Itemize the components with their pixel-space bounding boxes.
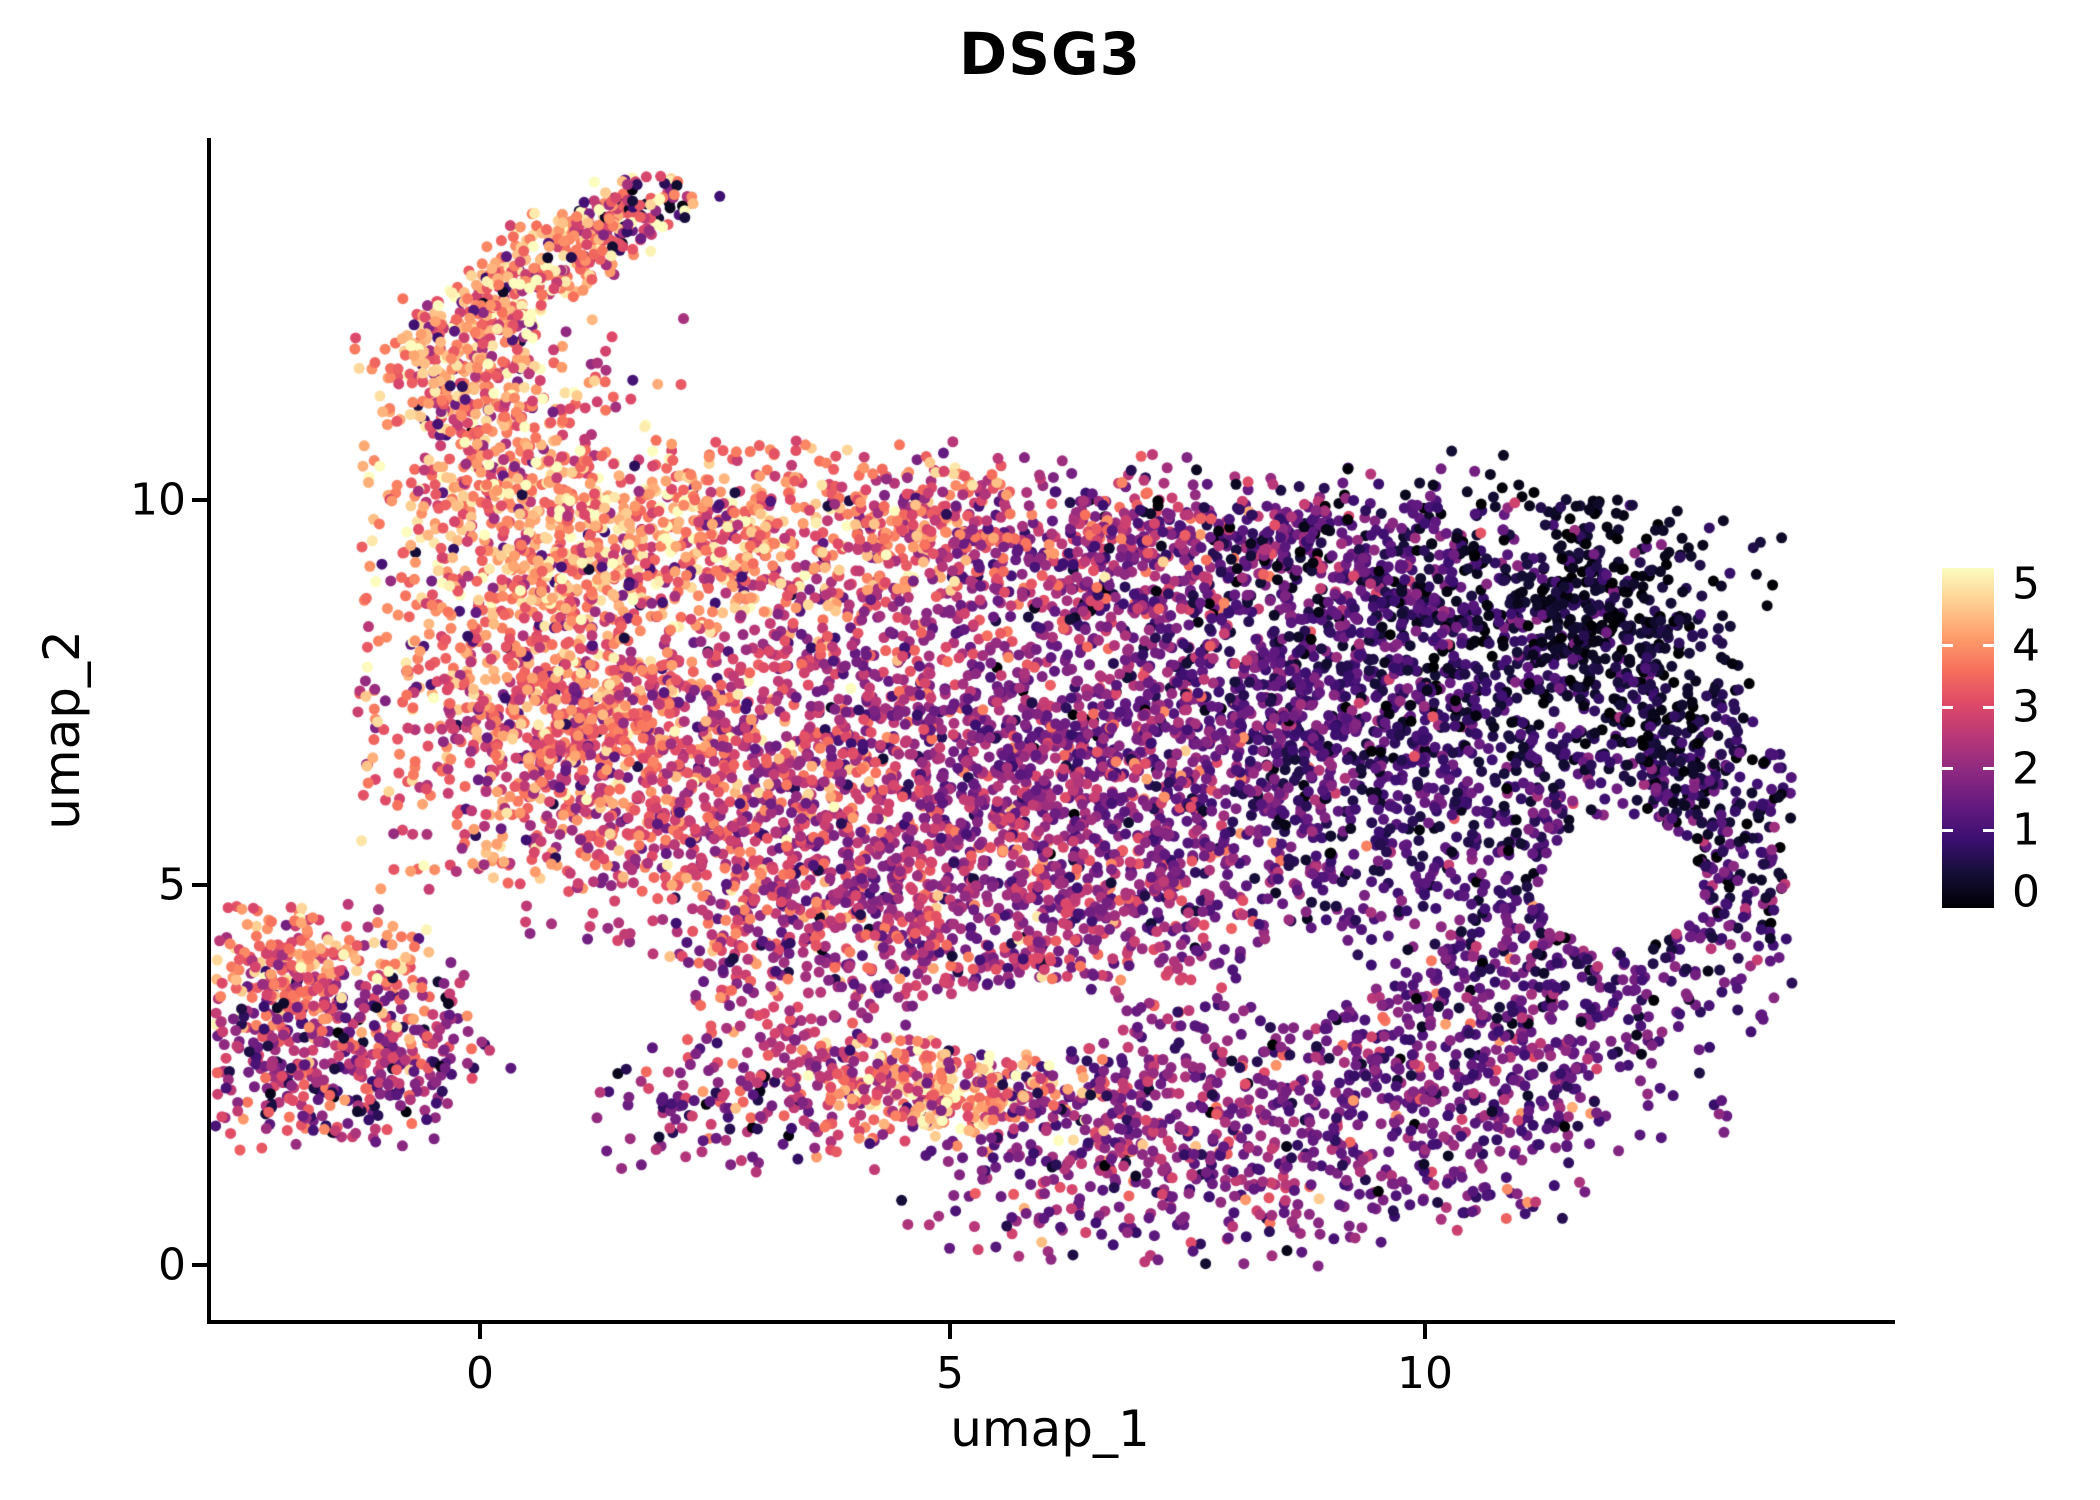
- expression-colorbar: 5 4 3 2 1 0: [1942, 559, 2098, 918]
- y-tick-label-10: 10: [130, 474, 186, 526]
- colorbar-label-0: 0: [2012, 866, 2040, 918]
- umap-scatter-canvas: [211, 140, 1891, 1320]
- y-tick-mark-5: [192, 883, 207, 887]
- x-tick-label-10: 10: [1397, 1348, 1453, 1399]
- y-axis-line: [207, 138, 211, 1324]
- colorbar-label-2: 2: [2012, 743, 2040, 795]
- colorbar-tick-mark: [1983, 828, 1994, 832]
- y-tick-mark-0: [192, 1263, 207, 1267]
- colorbar-gradient: [1942, 568, 1994, 908]
- colorbar-tick-mark: [1983, 644, 1994, 648]
- y-axis-title: umap_2: [33, 630, 91, 830]
- x-axis-title: umap_1: [950, 1400, 1150, 1458]
- colorbar-tick-mark: [1983, 705, 1994, 709]
- colorbar-tick-mark: [1942, 767, 1953, 771]
- x-tick-mark-0: [478, 1324, 482, 1339]
- colorbar-label-1: 1: [2012, 804, 2040, 856]
- x-axis-line: [207, 1320, 1895, 1324]
- colorbar-label-4: 4: [2012, 620, 2040, 672]
- colorbar-tick-mark: [1942, 705, 1953, 709]
- plot-title: DSG3: [959, 20, 1141, 88]
- x-tick-label-0: 0: [466, 1348, 494, 1399]
- y-tick-mark-10: [192, 498, 207, 502]
- x-tick-label-5: 5: [936, 1348, 964, 1399]
- colorbar-tick-mark: [1983, 767, 1994, 771]
- y-tick-label-5: 5: [158, 859, 186, 911]
- colorbar-label-3: 3: [2012, 681, 2040, 733]
- x-tick-mark-10: [1423, 1324, 1427, 1339]
- colorbar-tick-mark: [1942, 644, 1953, 648]
- colorbar-tick-mark: [1942, 828, 1953, 832]
- x-tick-mark-5: [948, 1324, 952, 1339]
- y-tick-label-0: 0: [158, 1239, 186, 1291]
- colorbar-label-5: 5: [2012, 558, 2040, 610]
